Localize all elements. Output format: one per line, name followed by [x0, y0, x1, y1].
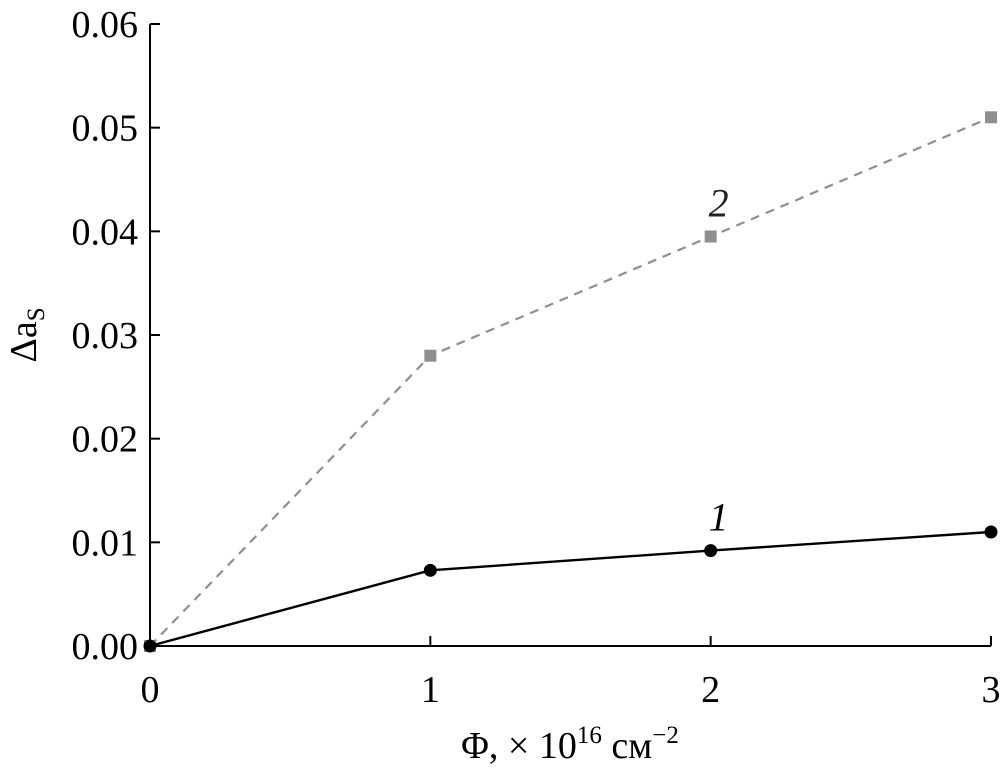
x-tick-label: 1 [421, 669, 440, 711]
series-1-point [423, 563, 437, 577]
x-axis-label-exponent: 16 [577, 722, 602, 749]
series-2-line [149, 116, 992, 647]
y-axis-label-symbol: Δa [3, 321, 45, 362]
x-axis-label-unit-exponent: −2 [652, 722, 679, 749]
series-1-label: 1 [709, 495, 729, 540]
series-1-point [143, 639, 157, 653]
series-layer: 12 [143, 111, 998, 653]
y-tick-label: 0.06 [72, 4, 139, 46]
x-axis-label-unit: см [602, 725, 652, 767]
series-1-point [704, 544, 718, 558]
series-1-point [984, 525, 998, 539]
x-tick-label: 2 [701, 669, 720, 711]
x-ticks: 0 1 2 3 [141, 636, 1001, 711]
y-tick-label: 0.00 [72, 626, 139, 668]
series-2-point [704, 230, 717, 243]
series-2-point [985, 111, 997, 124]
y-axis-label: ΔaS [3, 307, 50, 362]
series-1 [143, 525, 998, 653]
x-tick-label: 3 [982, 669, 1001, 711]
series-2-point [424, 349, 437, 362]
x-axis-label: Φ, × 1016 см−2 [461, 722, 679, 767]
y-ticks: 0.00 0.01 0.02 0.03 0.04 0.05 0.06 [72, 4, 160, 668]
series-2-label: 2 [709, 181, 729, 226]
y-tick-label: 0.03 [72, 315, 139, 357]
x-axis-label-symbol: Φ, × 10 [461, 725, 577, 767]
x-tick-label: 0 [141, 669, 160, 711]
y-tick-label: 0.01 [72, 522, 139, 564]
series-1-line [149, 530, 992, 648]
y-tick-label: 0.02 [72, 419, 139, 461]
y-axis-label-subscript: S [23, 307, 50, 321]
axes [149, 24, 991, 647]
y-tick-label: 0.04 [72, 211, 139, 253]
series-2 [144, 111, 997, 652]
y-tick-label: 0.05 [72, 108, 139, 150]
